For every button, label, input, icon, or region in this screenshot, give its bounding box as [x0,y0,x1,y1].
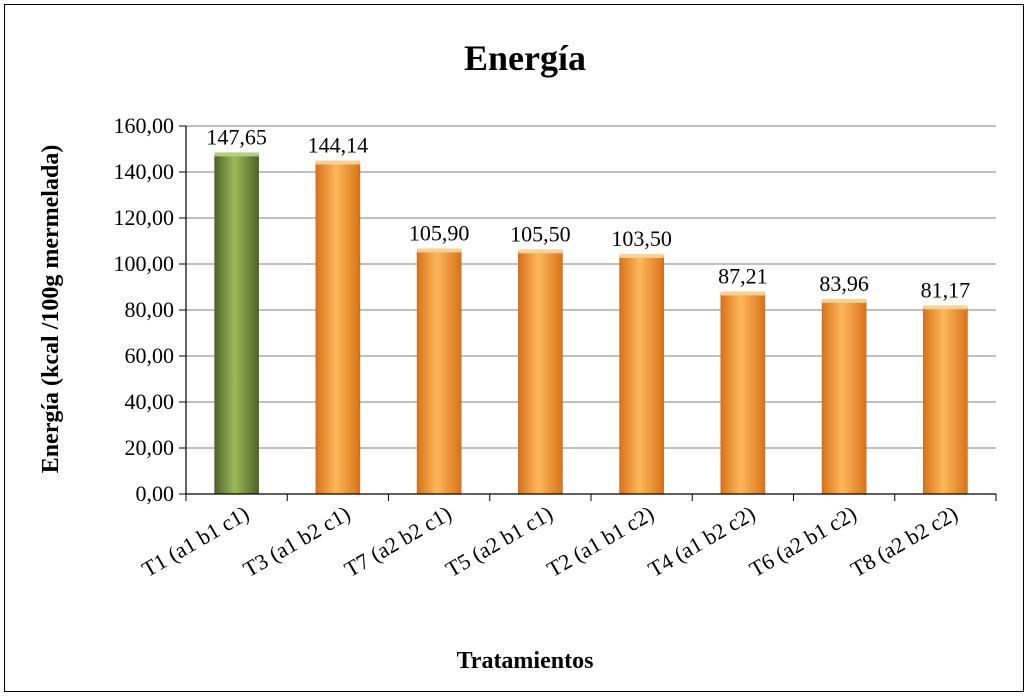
bar-top [214,152,259,157]
bar-top [315,160,360,165]
x-category-label: T1 (a1 b1 c1) [137,501,253,582]
y-axis-title: Energía (kcal /100g mermelada) [38,145,64,474]
chart-title: Energía [464,38,586,78]
bars [214,152,968,495]
bar [619,255,664,495]
x-category-label: T3 (a1 b2 c1) [239,501,355,582]
bar [214,154,259,495]
gridlines [186,125,996,449]
bar-top [822,298,867,303]
data-label: 147,65 [206,124,267,149]
bar-top [923,305,968,310]
bar [518,251,563,495]
x-axis-title: Tratamientos [457,648,594,674]
x-axis-categories: T1 (a1 b1 c1)T3 (a1 b2 c1)T7 (a2 b2 c1)T… [137,501,961,582]
y-axis-ticks: 0,00 20,00 40,00 60,00 80,00 100,00 120,00 140,… [114,113,186,506]
y-tick-label: 140,00 [114,159,175,184]
bar [720,293,766,495]
y-tick-label: 40,00 [125,389,175,414]
bar-top [417,248,462,253]
y-tick-label: 100,00 [114,251,175,276]
data-label: 105,50 [510,221,571,246]
x-category-label: T2 (a1 b1 c2) [542,501,658,582]
bar [416,250,462,495]
x-category-label: T7 (a2 b2 c1) [340,501,456,582]
bar [821,300,867,495]
data-label: 83,96 [819,271,869,296]
bar-top [619,253,664,258]
y-tick-label: 160,00 [114,113,175,138]
data-label: 87,21 [718,263,768,288]
x-category-label: T8 (a2 b2 c2) [846,501,962,582]
data-label: 144,14 [308,132,369,157]
x-category-label: T4 (a1 b2 c2) [644,501,760,582]
data-label: 81,17 [921,277,971,302]
axes [185,126,997,501]
y-tick-label: 60,00 [125,343,175,368]
bar-top [720,291,765,296]
data-labels: 147,65 144,14 105,90 105,50 103,50 87,21 83,96… [206,124,970,302]
bar [315,162,361,495]
y-tick-label: 120,00 [114,205,175,230]
y-tick-label: 80,00 [125,297,175,322]
y-tick-label: 0,00 [136,481,175,506]
y-tick-label: 20,00 [125,435,175,460]
bar [923,307,968,495]
data-label: 105,90 [409,220,470,245]
bar-top [518,249,563,254]
x-category-label: T5 (a2 b1 c1) [441,501,557,582]
x-category-label: T6 (a2 b1 c2) [745,501,861,582]
data-label: 103,50 [611,226,672,251]
